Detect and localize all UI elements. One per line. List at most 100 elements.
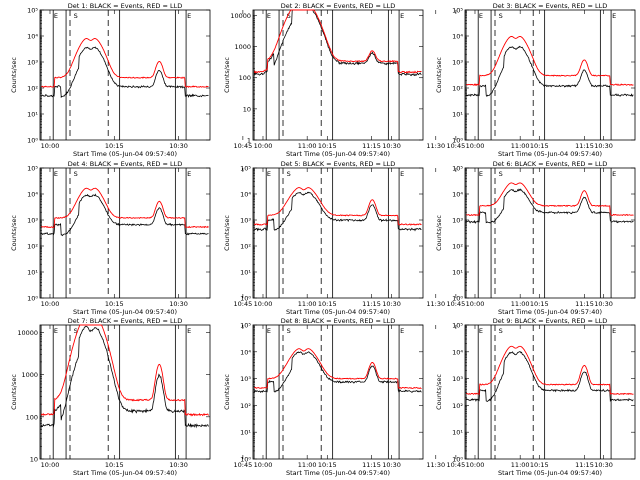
panel-title: Det 5: BLACK = Events, RED = LLD [281,160,396,168]
events-series [40,325,209,429]
marker-letter: S [499,327,503,335]
x-tick-label: 10:15 [318,300,337,308]
panel-title: Det 3: BLACK = Events, RED = LLD [493,2,608,10]
events-series [41,193,209,237]
panel-3: Det 3: BLACK = Events, RED = LLD Counts/s… [435,2,636,158]
y-axis-label: Counts/sec [10,374,18,410]
marker-letter: E [187,170,191,178]
panel-5: Det 5: BLACK = Events, RED = LLD Counts/s… [223,160,640,316]
marker-letter: E [267,327,271,335]
panel-title: Det 7: BLACK = Events, RED = LLD [68,317,183,325]
lld-series [466,182,634,217]
events-series [253,351,422,393]
x-tick-label: 10:30 [594,461,613,469]
x-axis-label: Start Time (05-Jun-04 09:57:40) [498,469,602,477]
x-tick-label: 11:30 [426,461,445,469]
y-axis-label: Counts/sec [223,57,231,93]
y-tick-label: 10 [30,456,38,464]
x-axis-label: Start Time (05-Jun-04 09:57:40) [498,150,602,158]
plot-frame [464,167,636,299]
y-tick-label: 10⁴ [452,348,463,356]
marker-letter: E [612,12,616,20]
y-tick-label: 10⁴ [452,33,463,41]
x-tick-label: 11:30 [426,142,445,150]
y-tick-label: 10⁴ [27,191,38,199]
y-tick-label: 10¹ [240,429,251,437]
x-tick-label: 11:00 [511,461,530,469]
x-axis-label: Start Time (05-Jun-04 09:57:40) [498,308,602,316]
plot-frame [252,167,424,299]
marker-letter: S [499,170,503,178]
x-tick-label: 10:30 [594,142,613,150]
y-tick-label: 10⁵ [452,165,463,173]
x-tick-label: 11:00 [298,300,317,308]
x-axis-label: Start Time (05-Jun-04 09:57:40) [73,150,177,158]
marker-letter: E [479,327,483,335]
panel-8: Det 8: BLACK = Events, RED = LLD Counts/s… [223,317,640,477]
y-axis-label: Counts/sec [223,215,231,251]
marker-letter: E [479,12,483,20]
y-tick-label: 10⁰ [452,295,463,303]
x-tick-label: 10:30 [169,142,188,150]
panel-6: Det 6: BLACK = Events, RED = LLD Counts/s… [435,160,636,316]
marker-letter: S [287,170,291,178]
marker-letter: E [612,327,616,335]
y-tick-label: 10⁵ [452,7,463,15]
x-tick-label: 11:15 [362,142,381,150]
y-tick-label: 10⁰ [27,137,38,145]
events-series [253,9,422,77]
x-tick-label: 10:15 [105,142,124,150]
y-tick-label: 10⁵ [27,165,38,173]
events-series [465,45,634,98]
marker-letter: S [287,12,291,20]
y-tick-label: 100 [26,413,38,421]
y-tick-label: 10² [452,243,463,251]
y-tick-label: 10² [452,402,463,410]
lld-series [466,345,634,396]
marker-letter: E [267,170,271,178]
x-axis-label: Start Time (05-Jun-04 09:57:40) [286,469,390,477]
x-tick-label: 10:00 [254,142,273,150]
y-tick-label: 10⁴ [452,191,463,199]
y-tick-label: 10⁵ [240,165,251,173]
y-tick-label: 10⁰ [240,456,251,464]
x-tick-label: 11:00 [511,142,530,150]
x-tick-label: 11:15 [362,461,381,469]
x-tick-label: 10:45 [234,142,253,150]
y-tick-label: 10² [27,85,38,93]
marker-letter: S [499,12,503,20]
y-tick-label: 10² [452,85,463,93]
marker-letter: E [479,170,483,178]
y-tick-label: 10² [240,243,251,251]
x-tick-label: 11:15 [575,300,594,308]
x-tick-label: 11:00 [298,461,317,469]
y-axis-label: Counts/sec [435,57,443,93]
lld-series [254,348,422,390]
lld-series [40,324,209,417]
lld-series [41,187,209,229]
y-tick-label: 1 [247,137,251,145]
marker-letter: E [54,170,58,178]
x-tick-label: 10:30 [382,300,401,308]
x-tick-label: 10:45 [447,300,466,308]
y-tick-label: 10⁴ [240,348,251,356]
y-tick-label: 10⁰ [452,456,463,464]
y-tick-label: 10000 [230,12,251,20]
x-tick-label: 10:00 [466,461,485,469]
panel-title: Det 1: BLACK = Events, RED = LLD [68,2,183,10]
x-tick-label: 10:00 [41,300,60,308]
panel-title: Det 9: BLACK = Events, RED = LLD [493,317,608,325]
panel-7: Det 7: BLACK = Events, RED = LLD Counts/s… [10,317,445,477]
y-tick-label: 10⁵ [452,322,463,330]
x-tick-label: 10:15 [105,461,124,469]
y-tick-label: 10³ [27,59,38,67]
x-tick-label: 10:00 [254,461,273,469]
x-axis-label: Start Time (05-Jun-04 09:57:40) [73,308,177,316]
marker-letter: S [74,12,78,20]
plot-frame [39,9,211,141]
y-tick-label: 100 [239,74,251,82]
panel-title: Det 2: BLACK = Events, RED = LLD [281,2,396,10]
x-tick-label: 10:00 [41,461,60,469]
marker-letter: E [54,12,58,20]
